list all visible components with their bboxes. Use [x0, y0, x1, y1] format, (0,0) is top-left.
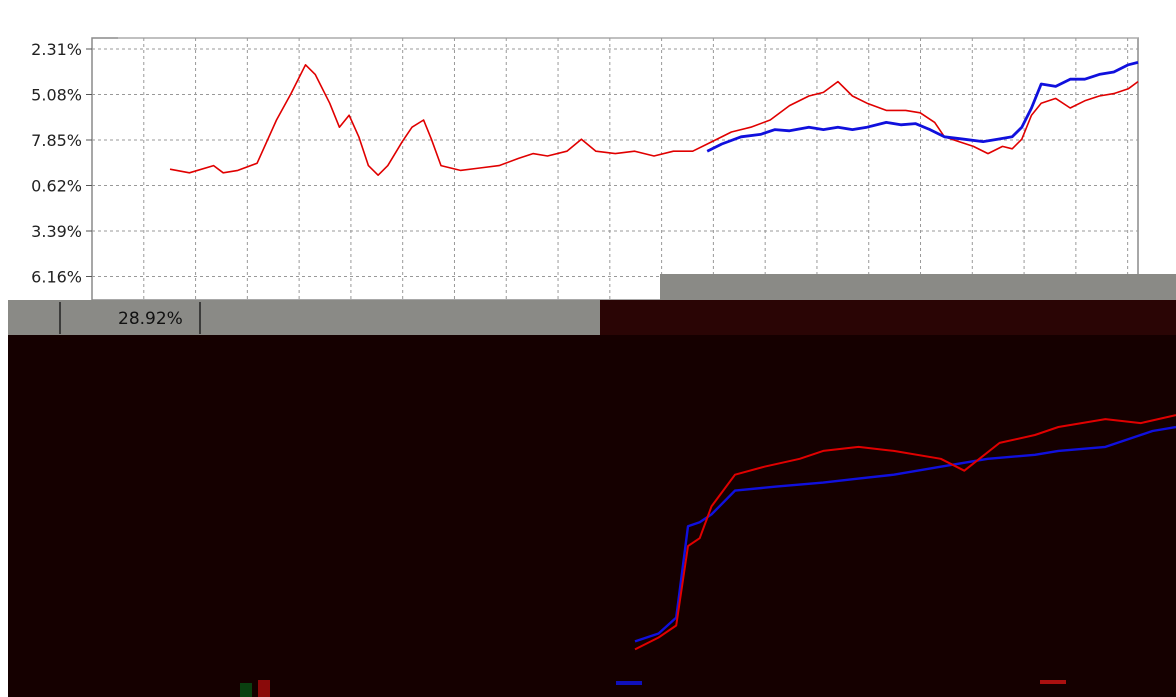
y-tick-label: 6.16%	[31, 268, 82, 287]
y-tick-label: 3.39%	[31, 222, 82, 241]
overlay-band-dark	[600, 300, 1176, 336]
lower-red-line	[634, 414, 1176, 651]
lower-blue-line	[634, 425, 1176, 643]
dark-region	[8, 335, 1176, 697]
legend-swatch	[616, 681, 642, 685]
legend-swatch	[258, 680, 270, 697]
y-tick-label: 7.85%	[31, 131, 82, 150]
overlay-value-label: 28.92%	[118, 309, 183, 329]
plot-area	[91, 37, 1139, 301]
y-tick-label: 2.31%	[31, 40, 82, 59]
y-tick-label: 5.08%	[31, 86, 82, 105]
series-blue-line	[706, 61, 1139, 153]
legend-swatch	[240, 683, 252, 697]
y-tick-label: 0.62%	[31, 177, 82, 196]
series-red-line	[169, 64, 1139, 176]
legend-swatch	[1040, 680, 1066, 684]
overlay-band-right	[660, 274, 1176, 300]
